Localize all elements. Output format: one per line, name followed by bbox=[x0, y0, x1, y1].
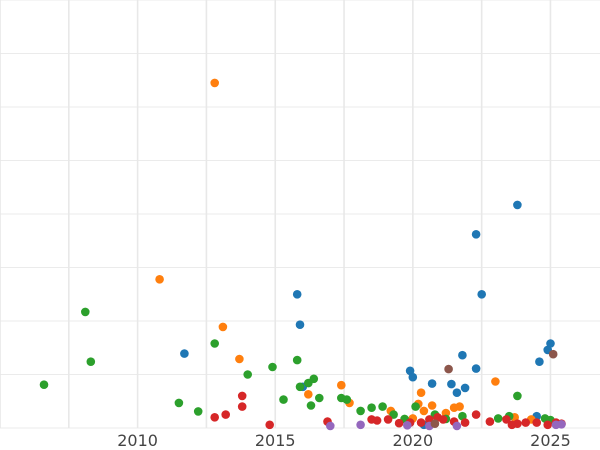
point-s1-3 bbox=[235, 354, 244, 364]
point-s3-7 bbox=[372, 416, 382, 425]
point-s0-15 bbox=[535, 357, 544, 367]
point-s3-26 bbox=[507, 420, 517, 430]
point-s1-0 bbox=[155, 275, 164, 284]
x-tick-label-2025: 2025 bbox=[530, 431, 571, 450]
point-s1-15 bbox=[491, 377, 500, 386]
point-s0-12 bbox=[471, 230, 481, 239]
point-s3-2 bbox=[237, 391, 247, 401]
point-s3-22 bbox=[532, 418, 541, 427]
point-s0-8 bbox=[452, 388, 462, 398]
point-s2-7 bbox=[268, 362, 277, 372]
point-s2-1 bbox=[81, 307, 90, 317]
point-s0-11 bbox=[471, 364, 481, 373]
point-s3-16 bbox=[460, 418, 470, 427]
point-s0-14 bbox=[513, 200, 522, 210]
point-s1-2 bbox=[218, 322, 228, 332]
point-s2-14 bbox=[315, 393, 324, 403]
x-tick-label-2010: 2010 bbox=[117, 431, 158, 450]
point-s3-18 bbox=[485, 417, 495, 426]
point-s4-6 bbox=[557, 420, 566, 429]
point-s3-21 bbox=[521, 418, 530, 427]
point-s2-3 bbox=[174, 398, 184, 408]
point-s2-0 bbox=[39, 380, 49, 390]
point-s2-4 bbox=[193, 407, 203, 416]
point-s0-7 bbox=[447, 379, 456, 389]
point-s0-0 bbox=[180, 349, 189, 358]
point-s1-11 bbox=[427, 401, 437, 410]
point-s2-9 bbox=[292, 355, 302, 365]
point-s0-5 bbox=[408, 372, 418, 382]
x-tick-labels: 2010 2015 2020 2025 bbox=[117, 431, 571, 450]
point-s3-17 bbox=[471, 410, 481, 419]
point-s2-16 bbox=[342, 395, 352, 404]
point-s0-13 bbox=[477, 290, 487, 299]
point-s3-4 bbox=[265, 420, 275, 430]
point-s2-22 bbox=[411, 402, 420, 411]
point-s3-23 bbox=[543, 420, 552, 430]
point-s4-1 bbox=[356, 420, 365, 430]
point-s3-11 bbox=[416, 418, 426, 427]
point-s3-0 bbox=[210, 413, 219, 422]
point-s1-1 bbox=[210, 78, 219, 88]
point-s3-3 bbox=[237, 402, 247, 411]
x-tick-label-2020: 2020 bbox=[392, 431, 433, 450]
point-s0-17 bbox=[546, 339, 555, 348]
point-s2-5 bbox=[210, 339, 219, 348]
point-s5-1 bbox=[430, 419, 440, 429]
point-s2-10 bbox=[295, 382, 305, 392]
point-s2-2 bbox=[86, 357, 96, 367]
x-tick-label-2015: 2015 bbox=[255, 431, 296, 450]
point-s0-2 bbox=[295, 320, 305, 330]
point-s3-14 bbox=[438, 415, 448, 424]
point-s4-2 bbox=[403, 421, 412, 430]
point-s2-12 bbox=[306, 401, 316, 410]
point-s2-18 bbox=[367, 403, 376, 413]
point-s1-9 bbox=[416, 388, 426, 398]
point-s1-10 bbox=[419, 406, 429, 416]
point-s2-13 bbox=[309, 374, 319, 384]
point-s2-17 bbox=[356, 406, 365, 416]
point-s2-26 bbox=[493, 414, 503, 423]
point-s3-1 bbox=[221, 410, 230, 419]
point-s4-4 bbox=[452, 421, 462, 431]
point-s0-9 bbox=[458, 350, 467, 360]
point-s0-6 bbox=[427, 379, 437, 388]
point-s4-0 bbox=[326, 421, 335, 431]
point-s3-19 bbox=[502, 415, 511, 424]
grid-layer bbox=[0, 0, 600, 429]
point-s2-28 bbox=[513, 391, 522, 401]
point-s5-0 bbox=[444, 364, 453, 374]
point-s1-5 bbox=[337, 380, 346, 390]
point-s2-6 bbox=[243, 370, 252, 379]
point-s2-19 bbox=[378, 402, 387, 411]
points-layer bbox=[39, 78, 566, 431]
point-s5-2 bbox=[548, 349, 558, 359]
point-s3-8 bbox=[383, 415, 393, 424]
point-s2-8 bbox=[279, 395, 288, 404]
point-s1-14 bbox=[455, 402, 464, 411]
point-s3-9 bbox=[394, 418, 404, 428]
point-s0-1 bbox=[292, 290, 302, 299]
point-s1-4 bbox=[304, 390, 313, 399]
point-s0-10 bbox=[460, 383, 470, 393]
